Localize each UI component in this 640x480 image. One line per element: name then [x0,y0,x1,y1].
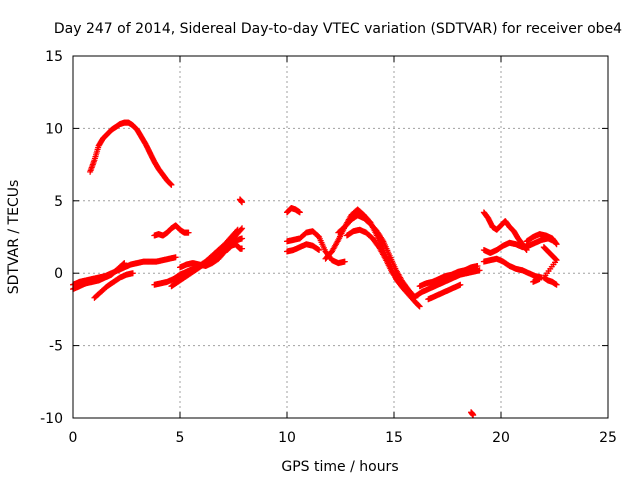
y-tick-label: 15 [45,49,63,65]
y-tick-label: 5 [54,194,63,210]
data-point [239,245,246,252]
data-point [553,281,560,288]
data-point [316,247,323,254]
plot-frame [72,55,609,419]
data-point [474,262,481,269]
grid-layer [73,56,608,418]
data-point [121,260,128,267]
data-point [168,181,175,188]
x-tick-label: 15 [385,430,403,446]
y-tick-label: -10 [40,411,63,427]
data-point [172,254,179,261]
data-point [239,235,246,242]
data-point [536,275,543,282]
data-point [470,412,477,419]
data-point-interp [379,237,386,244]
data-point [401,286,408,293]
x-axis-label: GPS time / hours [281,459,398,475]
data-point-interp [238,226,245,233]
data-point-interp [120,260,127,267]
y-tick-label: -5 [49,339,63,355]
x-tick-label: 20 [492,430,510,446]
x-tick-label: 25 [599,430,617,446]
data-point [457,281,464,288]
data-point [239,199,246,206]
data-point [296,209,303,216]
y-tick-label: 10 [45,121,63,137]
data-point [129,270,136,277]
data-point [185,229,192,236]
x-tick-label: 5 [176,430,185,446]
data-point [476,267,483,274]
y-tick-label: 0 [54,266,63,282]
chart-title: Day 247 of 2014, Sidereal Day-to-day VTE… [54,21,622,37]
x-tick-label: 0 [69,430,78,446]
data-point-interp [400,285,407,292]
points-layer [70,119,560,419]
data-point [341,258,348,265]
data-point [553,241,560,248]
data-point [416,303,423,310]
x-tick-label: 10 [278,430,296,446]
data-point [239,225,246,232]
y-axis-label: SDTVAR / TECUs [6,180,22,295]
